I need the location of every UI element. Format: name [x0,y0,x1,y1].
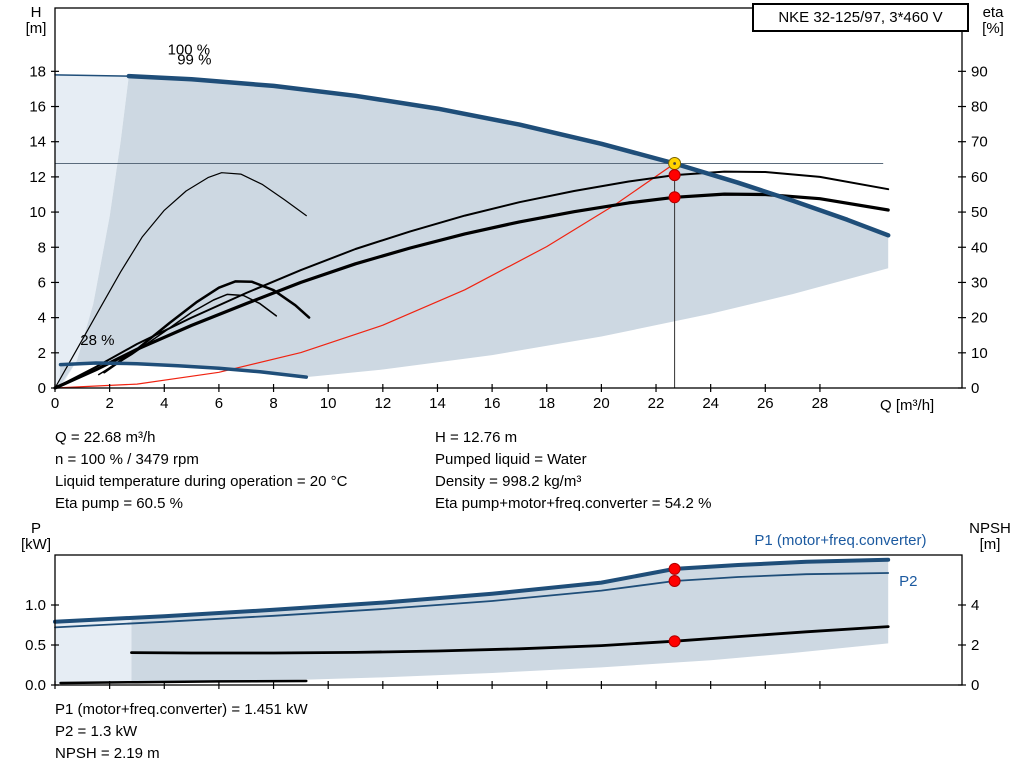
h-axis-title: H [m] [25,4,47,37]
curve-qh-curve-100pct [126,73,891,238]
frame-qh-eta-chart [54,7,963,389]
right-tick-label: 90 [971,63,988,80]
region-speed-envelope-light [55,74,129,389]
x-tick-label: 14 [429,395,446,412]
curve-eta-pump [54,170,890,389]
x-tick-label: 0 [51,395,59,412]
region-power-envelope-light [55,617,132,684]
pump-model-label: NKE 32-125/97, 3*460 V [778,9,943,26]
left-tick-label: 16 [29,99,46,116]
chart-label: Q [m³/h] [880,397,934,414]
marker-p1-point [668,562,681,575]
curve-eta-pump-motor-freq [53,192,890,390]
info-line-density: Density = 998.2 kg/m³ [435,473,582,490]
right-tick-label: 4 [971,597,979,614]
info-line-h: H = 12.76 m [435,429,518,446]
x-tick-label: 12 [374,395,391,412]
right-tick-label: 70 [971,134,988,151]
curve-system-curve [54,162,676,389]
duty-info-left: Q = 22.68 m³/h n = 100 % / 3479 rpm Liqu… [55,427,347,515]
left-tick-label: 10 [29,204,46,221]
x-tick-label: 20 [593,395,610,412]
x-tick-label: 4 [160,395,168,412]
marker-p2-point [668,575,681,587]
right-tick-label: 80 [971,99,988,116]
x-tick-label: 18 [538,395,555,412]
x-tick-label: 16 [484,395,501,412]
marker-eta-total-point [668,191,681,204]
right-tick-label: 30 [971,274,988,291]
curve-p2-curve [54,572,890,629]
chart-label: 100 % [168,42,211,59]
info-line-p2: P2 = 1.3 kW [55,723,138,740]
right-tick-label: 2 [971,637,979,654]
curve-qh-curve-extension [54,74,130,77]
region-power-envelope [131,559,889,683]
x-tick-label: 28 [812,395,829,412]
marker-duty-point-center [673,162,677,165]
x-tick-label: 24 [702,395,719,412]
duty-info-right: H = 12.76 m Pumped liquid = Water Densit… [435,427,711,515]
frame-power-npsh-chart [54,554,963,686]
npsh-axis-title: NPSH [m] [969,520,1011,553]
chart-label: 99 % [177,51,211,68]
curve-eta-pump-reduced-speed [54,172,307,389]
eta-axis-title: eta [%] [982,4,1004,37]
left-tick-label: 14 [29,134,46,151]
left-tick-label: 18 [29,63,46,80]
left-tick-label: 12 [29,169,46,186]
info-line-q: Q = 22.68 m³/h [55,429,156,446]
left-tick-label: 2 [38,345,46,362]
right-tick-label: 10 [971,345,988,362]
left-tick-label: 1.0 [25,597,46,614]
info-line-n: n = 100 % / 3479 rpm [55,451,199,468]
left-tick-label: 8 [38,239,46,256]
left-tick-label: 6 [38,274,46,291]
right-tick-label: 60 [971,169,988,186]
right-tick-label: 40 [971,239,988,256]
x-tick-label: 22 [648,395,665,412]
chart-label: P2 [899,573,917,590]
right-tick-label: 50 [971,204,988,221]
info-line-p1: P1 (motor+freq.converter) = 1.451 kW [55,701,308,718]
left-tick-label: 0.0 [25,677,46,694]
info-line-liquid: Pumped liquid = Water [435,451,587,468]
right-tick-label: 20 [971,310,988,327]
info-line-eta-total: Eta pump+motor+freq.converter = 54.2 % [435,495,712,512]
left-tick-label: 0 [38,380,46,397]
left-tick-label: 4 [38,310,46,327]
right-tick-label: 0 [971,380,979,397]
marker-npsh-point [668,635,681,648]
curve-qh-curve-28pct [58,361,309,379]
x-tick-label: 2 [105,395,113,412]
curve-p-min-speed [59,679,308,685]
right-tick-label: 0 [971,677,979,694]
info-line-temp: Liquid temperature during operation = 20… [55,473,348,490]
power-info-block: P1 (motor+freq.converter) = 1.451 kW P2 … [55,699,308,765]
marker-eta-pump-point [668,169,681,182]
x-tick-label: 6 [215,395,223,412]
p-axis-title: P [kW] [21,520,51,553]
chart-label: P1 (motor+freq.converter) [754,532,926,549]
x-tick-label: 10 [320,395,337,412]
pump-model-box: NKE 32-125/97, 3*460 V [752,3,969,32]
info-line-npsh: NPSH = 2.19 m [55,745,160,762]
x-tick-label: 26 [757,395,774,412]
curve-p1-curve [53,557,891,624]
curve-npsh-curve [130,625,890,655]
info-line-eta-pump: Eta pump = 60.5 % [55,495,183,512]
x-tick-label: 8 [269,395,277,412]
left-tick-label: 0.5 [25,637,46,654]
chart-label: 28 % [80,332,114,349]
